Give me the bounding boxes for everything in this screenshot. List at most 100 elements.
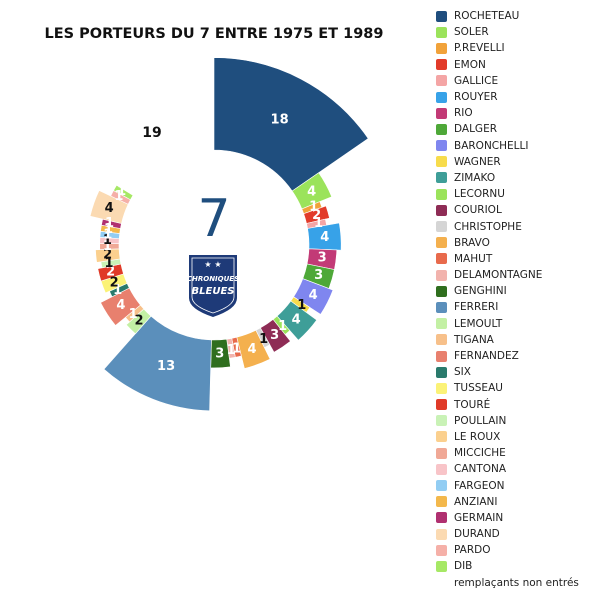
legend-swatch: [436, 123, 447, 135]
segment-34: [113, 184, 134, 201]
legend-label: CHRISTOPHE: [454, 220, 522, 233]
legend-swatch: [436, 382, 447, 394]
legend-item: CANTONA: [436, 461, 579, 477]
legend-label: TOURÉ: [454, 398, 491, 411]
legend-swatch: [436, 560, 447, 572]
legend-item: SIX: [436, 364, 579, 380]
legend-item: WAGNER: [436, 154, 579, 170]
segment-label-14: 4: [247, 342, 256, 357]
segment-label-7: 3: [314, 268, 323, 283]
segment-label-31: 1: [105, 216, 114, 231]
legend-item: PARDO: [436, 542, 579, 558]
legend-label: FARGEON: [454, 479, 505, 492]
legend-swatch: [436, 528, 447, 540]
segment-label-17: 3: [215, 346, 224, 361]
segment-label-30: 1: [104, 222, 113, 237]
segment-label-32: 4: [105, 201, 114, 216]
logo-line-2: BLEUES: [192, 286, 235, 297]
legend-label: LE ROUX: [454, 430, 501, 443]
legend-swatch: [436, 544, 447, 556]
segment-label-11: 1: [278, 319, 287, 334]
legend-swatch: [436, 26, 447, 38]
legend-swatch: [436, 285, 447, 297]
legend-swatch: [436, 156, 447, 168]
legend-label: TIGANA: [454, 333, 494, 346]
segment-label-9: 1: [297, 298, 306, 313]
segment-label-29: 1: [103, 228, 112, 243]
legend-label: MAHUT: [454, 252, 493, 265]
legend-label: COURIOL: [454, 204, 502, 217]
segment-18: [103, 315, 212, 412]
legend-item: BRAVO: [436, 235, 579, 251]
legend-item: ROUYER: [436, 89, 579, 105]
legend-label: BARONCHELLI: [454, 139, 529, 152]
star-icon: ★: [214, 260, 221, 269]
legend-label: DALGER: [454, 123, 497, 136]
legend-item-remainder: remplaçants non entrés: [436, 575, 579, 591]
legend-swatch: [436, 10, 447, 22]
legend-swatch: [436, 237, 447, 249]
remainder-count: 19: [142, 125, 161, 141]
legend-swatch: [436, 318, 447, 330]
legend-swatch: [436, 512, 447, 524]
legend-label: FERRERI: [454, 301, 499, 314]
legend-swatch: [436, 269, 447, 281]
legend-item: ROCHETEAU: [436, 8, 579, 24]
legend-swatch: [436, 399, 447, 411]
segment-label-33: 1: [114, 189, 123, 204]
legend-item: GENGHINI: [436, 283, 579, 299]
chroniques-bleues-logo: ★ ★ CHRONIQUES BLEUES: [187, 255, 239, 317]
legend-label: BRAVO: [454, 236, 490, 249]
segment-label-1: 4: [307, 185, 316, 200]
legend-item: RIO: [436, 105, 579, 121]
legend-label: ZIMAKO: [454, 171, 496, 184]
legend-swatch: [436, 107, 447, 119]
legend-item: DURAND: [436, 526, 579, 542]
legend-item: FERNANDEZ: [436, 348, 579, 364]
legend-item: DIB: [436, 558, 579, 574]
segment-label-16: 1: [227, 343, 236, 358]
legend-item: MICCICHE: [436, 445, 579, 461]
legend-label: GALLICE: [454, 74, 499, 87]
legend-label: GERMAIN: [454, 511, 504, 524]
donut-chart: LES PORTEURS DU 7 ENTRE 1975 ET 1989 18 4…: [45, 26, 384, 412]
legend-swatch: [436, 42, 447, 54]
logo-line-1: CHRONIQUES: [187, 275, 239, 283]
legend-item: GERMAIN: [436, 510, 579, 526]
segment-label-3: 2: [312, 208, 321, 223]
legend-swatch: [436, 447, 447, 459]
legend-item: FARGEON: [436, 477, 579, 493]
legend-item: LECORNU: [436, 186, 579, 202]
legend-item: P.REVELLI: [436, 40, 579, 56]
segment-label-2: 1: [309, 200, 318, 215]
segment-label-26: 2: [103, 248, 112, 263]
donut-segments: [89, 57, 369, 412]
legend-label: ROUYER: [454, 91, 498, 104]
legend-swatch: [436, 204, 447, 216]
segment-label-8: 4: [309, 288, 318, 303]
segment-label-13: 1: [259, 332, 268, 347]
legend-label: LECORNU: [454, 188, 505, 201]
legend-swatch: [436, 188, 447, 200]
segment-label-10: 4: [292, 312, 301, 327]
center-number: 7: [197, 189, 230, 249]
segment-label-12: 3: [270, 328, 279, 343]
legend-item: FERRERI: [436, 299, 579, 315]
segment-label-27: 1: [103, 239, 112, 254]
legend-label: GENGHINI: [454, 285, 507, 298]
chart-title: LES PORTEURS DU 7 ENTRE 1975 ET 1989: [45, 26, 384, 42]
legend-label: SIX: [454, 366, 471, 379]
legend-swatch: [436, 172, 447, 184]
legend-label: ROCHETEAU: [454, 10, 520, 23]
star-icon: ★: [204, 260, 211, 269]
segment-label-15: 1: [232, 342, 241, 357]
legend-swatch: [436, 59, 447, 71]
legend-item: ZIMAKO: [436, 170, 579, 186]
legend-swatch: [436, 253, 447, 265]
legend-item: MAHUT: [436, 251, 579, 267]
legend-label: CANTONA: [454, 463, 507, 476]
legend-label: LEMOULT: [454, 317, 503, 330]
legend-item: LEMOULT: [436, 316, 579, 332]
legend-label: RIO: [454, 107, 473, 120]
